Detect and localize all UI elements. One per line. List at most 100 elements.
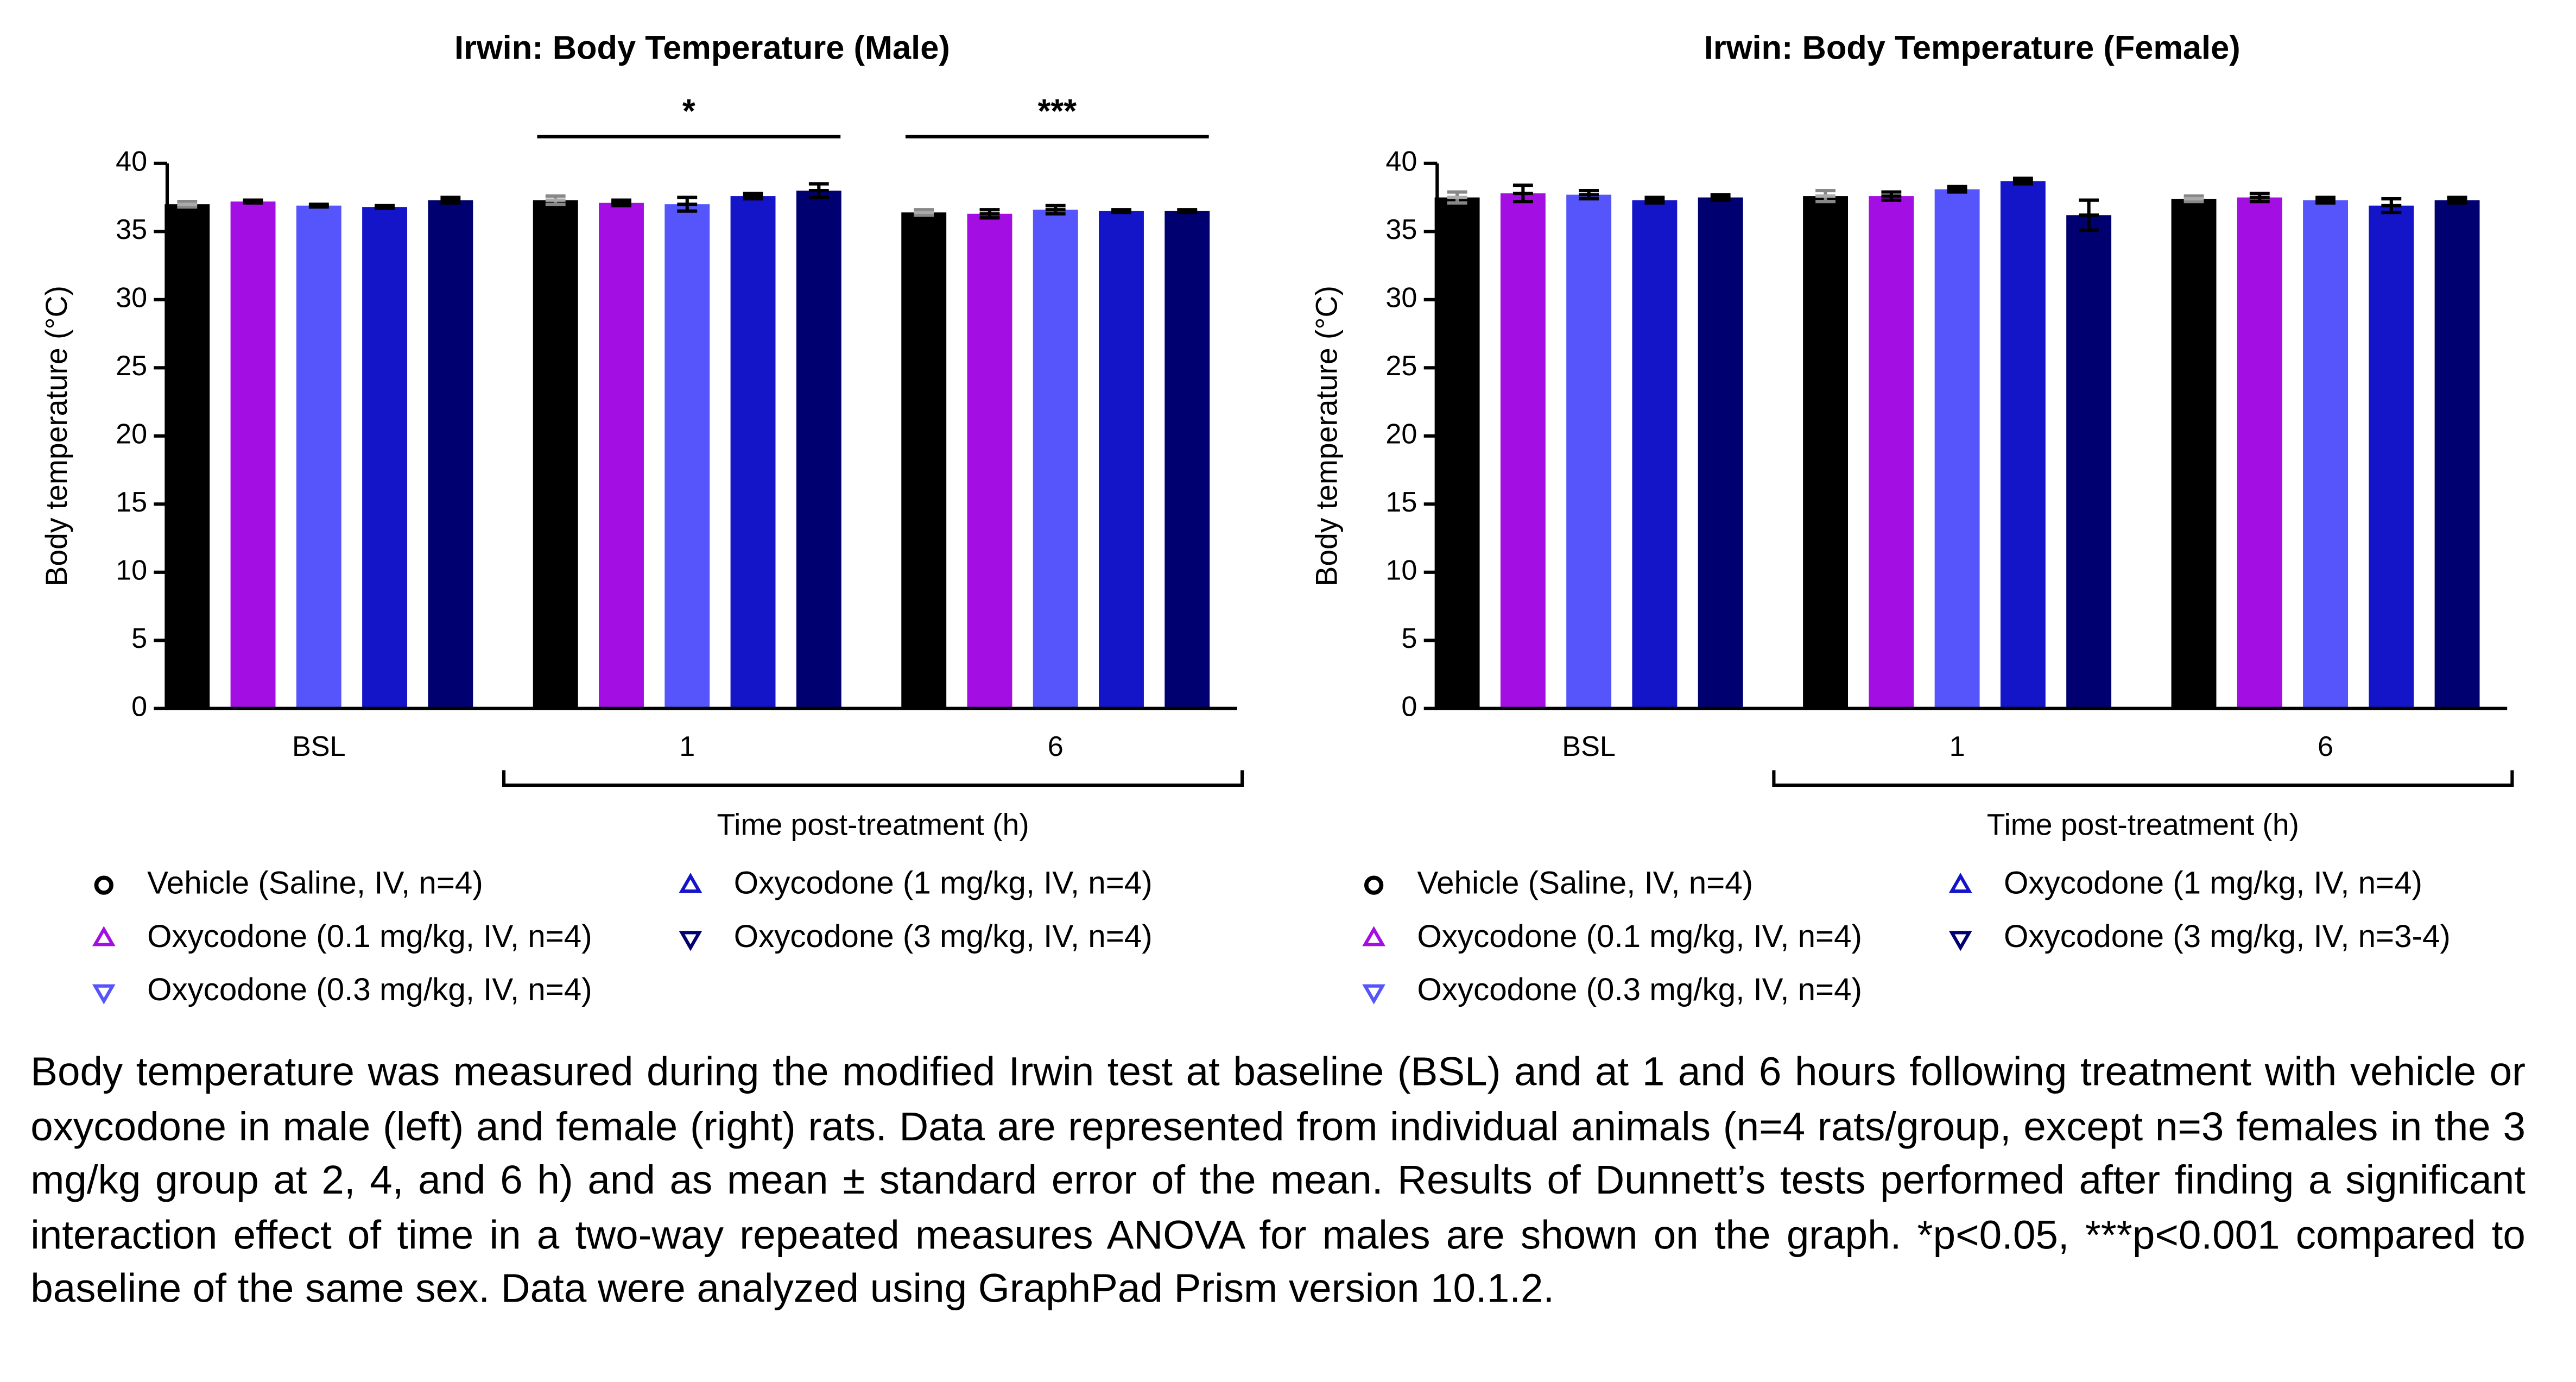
y-tick-label: 15 bbox=[1385, 487, 1417, 518]
error-bar bbox=[2183, 194, 2204, 204]
x-tick-label: BSL bbox=[292, 731, 346, 762]
error-bar bbox=[2079, 198, 2099, 232]
error-bar bbox=[308, 203, 329, 209]
error-bar bbox=[914, 208, 934, 217]
bar bbox=[2237, 197, 2282, 709]
error-bar bbox=[1045, 204, 1066, 216]
y-tick-label: 10 bbox=[116, 555, 147, 586]
significance-label: *** bbox=[1037, 92, 1077, 130]
bar bbox=[164, 204, 210, 709]
x-axis-title: Time post-treatment (h) bbox=[1987, 807, 2299, 841]
legend-marker bbox=[1362, 926, 1385, 946]
error-bar bbox=[2249, 191, 2270, 204]
bar bbox=[1632, 200, 1678, 709]
bar bbox=[2066, 215, 2112, 709]
y-tick-label: 5 bbox=[1401, 623, 1417, 654]
bar bbox=[2303, 200, 2348, 709]
x-group-bracket bbox=[502, 770, 1244, 787]
legend-marker bbox=[1362, 984, 1385, 1005]
bar bbox=[1434, 197, 1480, 709]
bar bbox=[1934, 189, 1980, 709]
error-bar bbox=[2447, 195, 2467, 205]
legend-marker bbox=[92, 926, 116, 946]
significance-label: * bbox=[682, 92, 695, 130]
bar bbox=[1869, 196, 1914, 709]
error-bar bbox=[1177, 208, 1198, 214]
bar bbox=[599, 203, 644, 709]
legend-label: Oxycodone (3 mg/kg, IV, n=4) bbox=[734, 919, 1153, 954]
error-bar bbox=[1881, 190, 1902, 202]
legend-label: Oxycodone (0.3 mg/kg, IV, n=4) bbox=[1417, 972, 1862, 1007]
bar bbox=[296, 205, 341, 709]
y-tick-label: 0 bbox=[1401, 691, 1417, 723]
error-bar bbox=[440, 195, 461, 205]
y-tick-label: 25 bbox=[1385, 350, 1417, 382]
error-bar bbox=[1111, 208, 1131, 214]
y-tick-label: 35 bbox=[116, 214, 147, 245]
error-bar bbox=[1947, 185, 1967, 194]
error-bar bbox=[1710, 193, 1731, 202]
y-tick-label: 5 bbox=[131, 623, 147, 654]
y-axis-title: Body temperature (°C) bbox=[40, 286, 73, 586]
legend-label: Vehicle (Saline, IV, n=4) bbox=[1417, 866, 1753, 901]
legend-marker bbox=[1948, 873, 1972, 893]
error-bar bbox=[611, 198, 631, 207]
y-tick-label: 20 bbox=[1385, 419, 1417, 450]
error-bar bbox=[808, 182, 829, 199]
chart-title: Irwin: Body Temperature (Female) bbox=[1704, 29, 2240, 66]
legend-label: Oxycodone (0.1 mg/kg, IV, n=4) bbox=[1417, 919, 1862, 954]
y-tick-label: 30 bbox=[116, 282, 147, 314]
y-tick-label: 25 bbox=[116, 350, 147, 382]
x-tick-label: BSL bbox=[1562, 731, 1616, 762]
error-bar bbox=[2012, 176, 2033, 186]
error-bar bbox=[545, 194, 566, 206]
chart-title: Irwin: Body Temperature (Male) bbox=[454, 29, 950, 66]
bar bbox=[967, 213, 1012, 709]
y-tick-label: 20 bbox=[116, 419, 147, 450]
y-tick-label: 40 bbox=[1385, 146, 1417, 178]
y-axis-title: Body temperature (°C) bbox=[1309, 286, 1343, 586]
legend-label: Vehicle (Saline, IV, n=4) bbox=[147, 866, 483, 901]
bar bbox=[2171, 199, 2217, 709]
bar bbox=[2369, 205, 2414, 709]
x-tick-label: 1 bbox=[679, 731, 695, 762]
bar bbox=[730, 196, 776, 709]
caption-box: Body temperature was measured during the… bbox=[30, 1050, 2526, 1312]
legend-marker bbox=[679, 931, 702, 951]
x-axis-title: Time post-treatment (h) bbox=[717, 807, 1029, 841]
y-tick-label: 40 bbox=[116, 146, 147, 178]
y-tick-label: 30 bbox=[1385, 282, 1417, 314]
bar bbox=[664, 204, 710, 709]
x-group-bracket bbox=[1772, 770, 2514, 787]
legend-marker bbox=[679, 873, 702, 893]
bar bbox=[1099, 211, 1144, 709]
error-bar bbox=[2381, 197, 2402, 214]
y-tick-label: 35 bbox=[1385, 214, 1417, 245]
bar bbox=[2000, 181, 2046, 709]
bar bbox=[1566, 194, 1612, 709]
bar bbox=[1033, 210, 1078, 709]
error-bar bbox=[979, 208, 1000, 220]
bar bbox=[796, 191, 841, 709]
error-bar bbox=[177, 200, 198, 209]
bar bbox=[1698, 197, 1743, 709]
bar bbox=[2434, 200, 2480, 709]
legend-label: Oxycodone (0.3 mg/kg, IV, n=4) bbox=[147, 972, 592, 1007]
y-tick-label: 0 bbox=[131, 691, 147, 723]
x-tick-label: 6 bbox=[2318, 731, 2333, 762]
bar bbox=[533, 200, 578, 709]
bar bbox=[1500, 193, 1546, 709]
error-bar bbox=[2315, 195, 2336, 205]
error-bar bbox=[743, 191, 763, 201]
error-bar bbox=[677, 195, 698, 213]
error-bar bbox=[243, 198, 263, 205]
legend-marker bbox=[1364, 875, 1384, 895]
legend-label: Oxycodone (3 mg/kg, IV, n=3-4) bbox=[2004, 919, 2451, 954]
y-tick-label: 10 bbox=[1385, 555, 1417, 586]
bar bbox=[901, 212, 947, 709]
bar bbox=[230, 201, 276, 709]
error-bar bbox=[375, 204, 395, 210]
error-bar bbox=[1512, 183, 1533, 204]
legend-marker bbox=[92, 984, 116, 1005]
